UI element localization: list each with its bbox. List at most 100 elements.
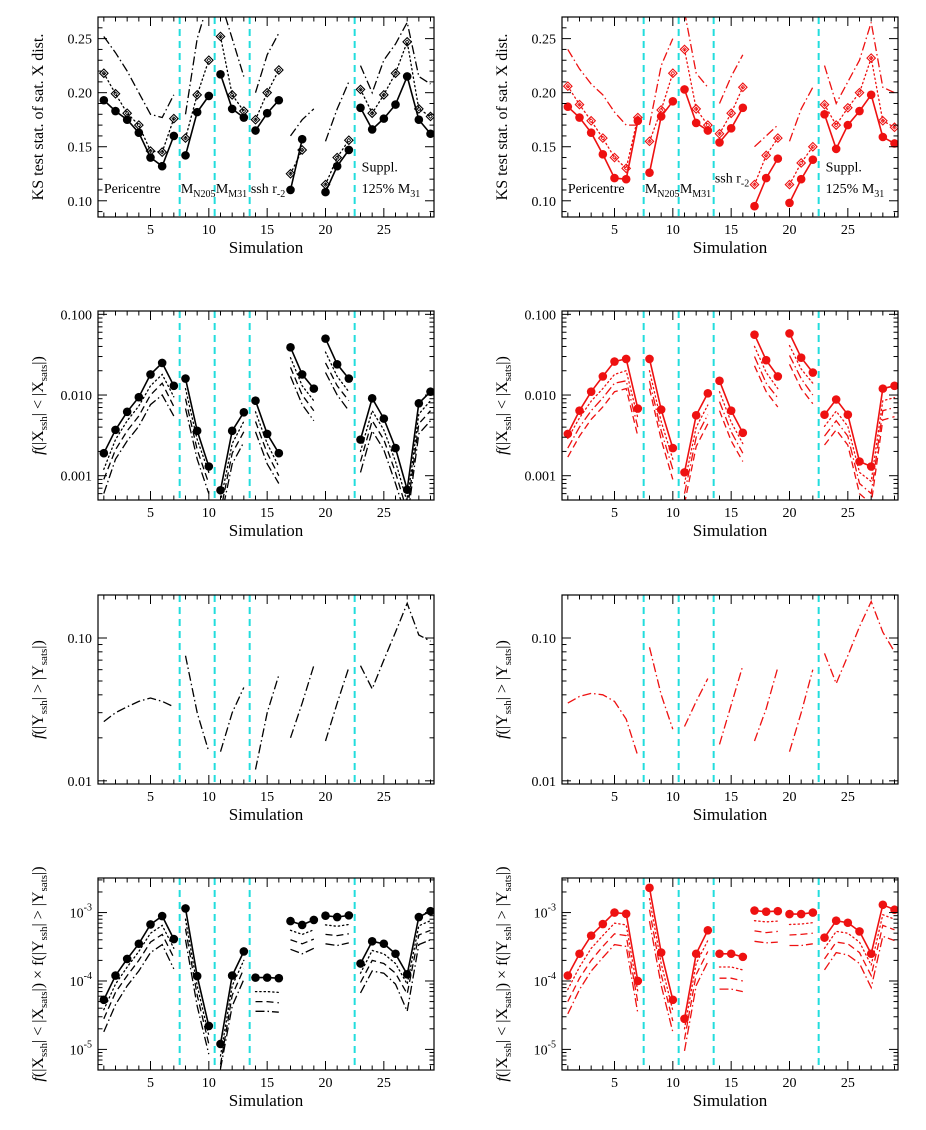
series-line-segment: [683, 414, 709, 494]
series-line-segment: [184, 59, 210, 139]
data-point-diamond-inner: [623, 165, 629, 171]
data-point: [192, 107, 202, 117]
data-point: [715, 138, 724, 147]
data-point-diamond-inner: [810, 144, 816, 150]
data-point: [321, 911, 330, 920]
series-line-segment: [184, 398, 210, 484]
axes-frame: [561, 594, 899, 785]
series-line-segment: [324, 372, 350, 412]
data-point-diamond: [320, 179, 331, 190]
x-tick-label: 25: [841, 223, 855, 238]
y-tick-label: 10-3: [534, 903, 556, 922]
x-tick-label: 20: [783, 223, 797, 238]
data-point-diamond: [772, 133, 783, 144]
data-point: [251, 126, 260, 135]
series-line-segment: [359, 420, 431, 500]
data-point: [111, 106, 120, 116]
series-line-segment: [290, 947, 315, 955]
series-line-segment: [648, 920, 674, 1033]
series-line-segment: [754, 124, 779, 148]
data-point: [146, 920, 155, 929]
data-point-diamond: [807, 141, 818, 152]
data-point: [309, 915, 319, 925]
series-0-solid: [563, 329, 898, 477]
data-point: [796, 174, 806, 184]
panel-fxy-black: 5 10 15 20 25 Simulation 10-5 10-4 10-3 f(|Xssh| …: [30, 866, 435, 1110]
series-line-segment: [683, 939, 709, 1030]
series-line-segment: [103, 72, 175, 153]
data-point: [99, 995, 109, 1005]
data-point: [286, 916, 295, 926]
x-axis-label: Simulation: [693, 1091, 768, 1110]
y-tick-label: 0.01: [532, 775, 557, 790]
y-tick-label: 0.10: [532, 632, 557, 647]
series-line-segment: [718, 410, 744, 462]
data-point-diamond: [632, 112, 643, 123]
series-line-segment: [753, 365, 779, 408]
data-point-diamond-inner: [892, 124, 897, 130]
data-point: [239, 113, 249, 122]
data-point: [563, 102, 573, 112]
series-line-segment: [219, 687, 245, 752]
data-point-diamond: [402, 36, 413, 47]
data-point: [831, 916, 841, 926]
panel-fy-black: 5 10 15 20 25 Simulation 0.01 0.10 f(|Yssh| > |Y…: [30, 594, 435, 824]
data-point: [726, 124, 736, 133]
data-point-diamond: [562, 81, 573, 92]
series-line-segment: [788, 922, 814, 926]
data-point: [332, 360, 342, 369]
series-line-segment: [567, 943, 639, 1015]
data-point: [796, 909, 806, 919]
data-point: [680, 85, 689, 94]
data-point-diamond: [621, 163, 632, 174]
series-line-segment: [254, 32, 280, 93]
x-tick-label: 10: [202, 223, 216, 238]
data-point: [111, 971, 120, 980]
data-point: [356, 959, 365, 968]
series-line-segment: [359, 920, 432, 986]
annotation: 125% M31: [362, 182, 421, 200]
data-point: [251, 396, 260, 406]
data-point: [204, 1021, 214, 1031]
data-point-diamond-inner: [218, 34, 223, 39]
series-line-segment: [184, 939, 210, 1055]
series-line-segment: [255, 1010, 279, 1013]
data-point: [598, 372, 608, 381]
y-tick-label: 0.25: [532, 33, 557, 48]
data-point: [297, 134, 307, 144]
data-point: [855, 457, 864, 466]
series-line-segment: [224, 17, 245, 77]
data-point: [181, 151, 190, 160]
axes-frame: [97, 877, 435, 1071]
data-point-diamond: [702, 120, 713, 131]
data-point: [297, 370, 307, 379]
data-point: [820, 410, 829, 420]
data-point: [621, 174, 631, 184]
data-point: [843, 120, 853, 130]
series-line-segment: [719, 988, 743, 993]
series-line-segment: [567, 369, 639, 440]
series-line-segment: [789, 932, 813, 936]
annotation: 125% M31: [826, 182, 885, 200]
data-point-diamond: [238, 106, 249, 117]
series-line-segment: [648, 38, 674, 126]
data-point: [367, 125, 377, 134]
data-point: [761, 907, 771, 916]
data-point: [773, 906, 783, 916]
data-point-diamond-inner: [159, 149, 165, 155]
series-line-segment: [788, 355, 814, 396]
x-tick-label: 5: [611, 790, 618, 805]
series-0-solid: [99, 334, 434, 495]
data-point-diamond: [110, 88, 121, 99]
data-point: [181, 374, 190, 383]
series-2-dashed: [567, 909, 895, 1040]
data-point-diamond-inner: [647, 138, 652, 144]
data-point: [227, 426, 237, 436]
data-point: [426, 906, 434, 916]
data-point: [169, 381, 179, 391]
data-point: [367, 394, 377, 403]
data-point: [204, 462, 214, 471]
plot-area: [567, 599, 896, 756]
series-line-segment: [219, 35, 245, 112]
x-axis-label: Simulation: [229, 1091, 304, 1110]
